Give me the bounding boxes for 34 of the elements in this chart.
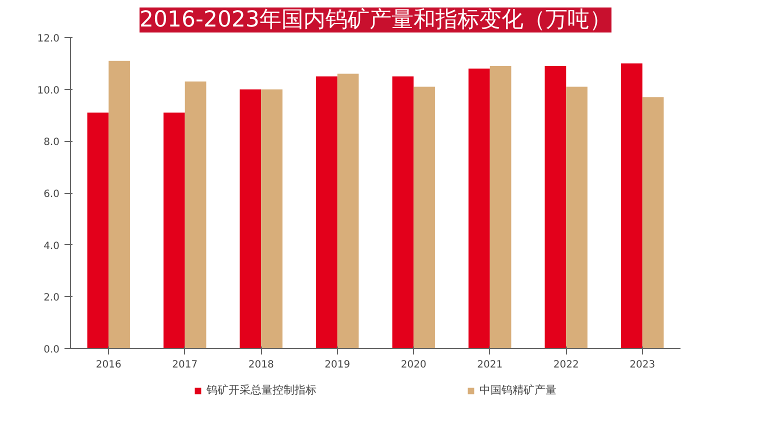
- x-tick-label: 2019: [324, 360, 350, 370]
- bar: [240, 89, 262, 348]
- bar: [108, 60, 130, 348]
- y-tick-label: 12.0: [37, 34, 60, 44]
- legend-label: 钨矿开采总量控制指标: [206, 382, 316, 398]
- bar: [261, 89, 282, 348]
- bar: [490, 66, 512, 348]
- y-tick-label: 0.0: [44, 344, 60, 356]
- bar: [544, 66, 566, 348]
- y-tick-label: 4.0: [44, 240, 60, 252]
- y-tick-label: 6.0: [44, 189, 60, 200]
- bar: [642, 97, 664, 348]
- bar: [414, 86, 435, 348]
- x-tick-label: 2023: [630, 360, 656, 370]
- y-tick-label: 2.0: [44, 292, 60, 304]
- bar: [468, 68, 490, 348]
- bar: [566, 86, 588, 348]
- x-tick-label: 2016: [96, 360, 122, 370]
- legend-label: 中国钨精矿产量: [480, 382, 556, 398]
- x-tick-label: 2021: [477, 360, 503, 370]
- bar: [164, 112, 185, 348]
- x-tick-label: 2017: [172, 360, 198, 370]
- chart-title: 2016-2023年国内钨矿产量和指标变化（万吨）: [140, 8, 612, 32]
- bar: [316, 76, 338, 348]
- bar: [392, 76, 414, 348]
- bar: [87, 112, 109, 348]
- x-tick-label: 2018: [248, 360, 274, 370]
- bar: [184, 82, 206, 348]
- bar: [337, 74, 359, 348]
- y-tick-label: 8.0: [44, 137, 60, 148]
- bar: [621, 63, 642, 348]
- y-tick-label: 10.0: [37, 85, 60, 96]
- x-tick-label: 2020: [400, 360, 426, 370]
- x-tick-label: 2022: [553, 360, 579, 370]
